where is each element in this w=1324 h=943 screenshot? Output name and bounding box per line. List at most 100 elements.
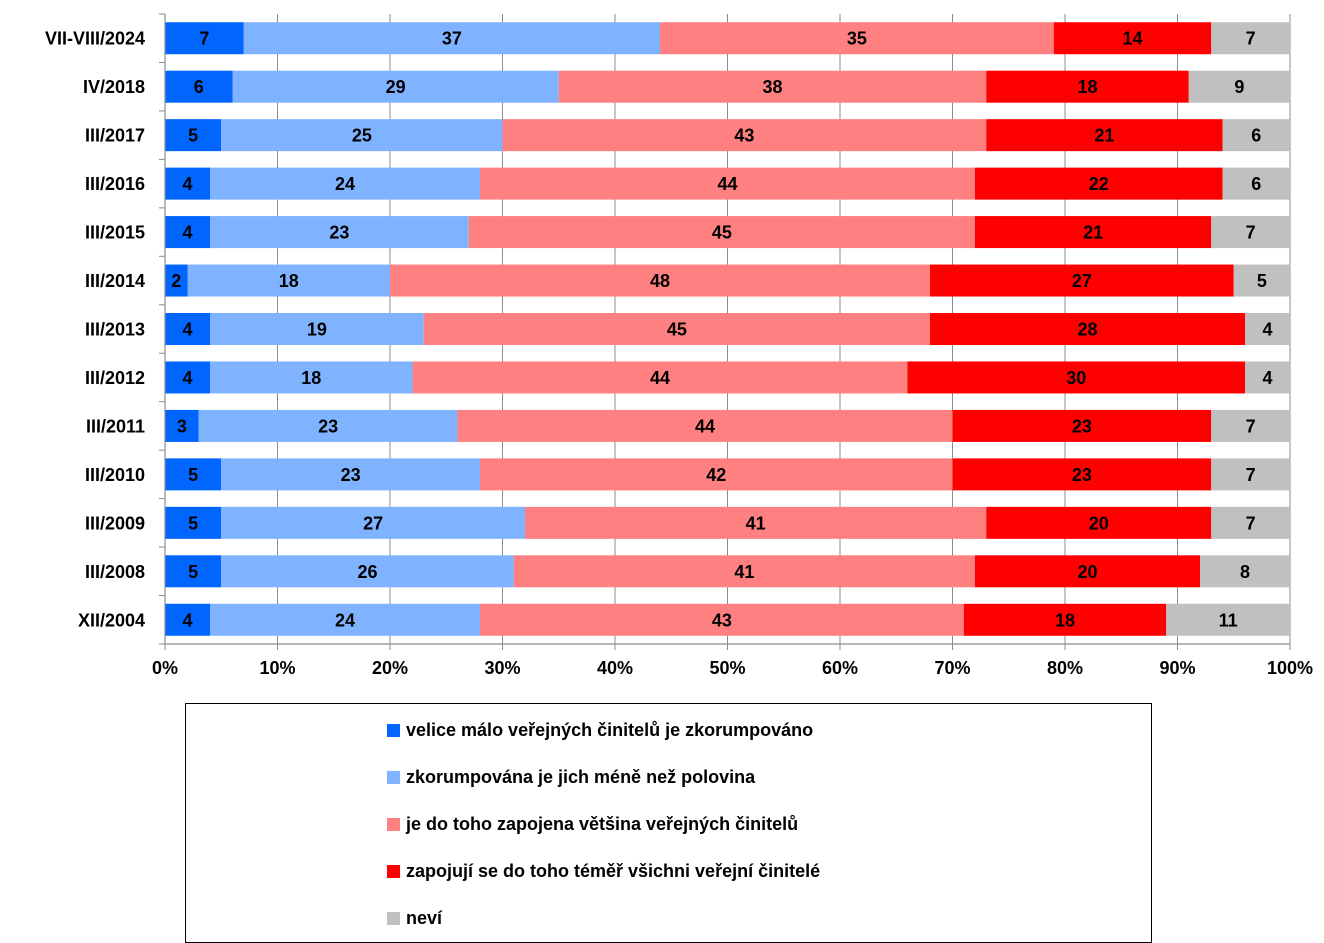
data-label: 29: [386, 77, 406, 97]
data-label: 6: [1251, 174, 1261, 194]
legend-label: zkorumpována je jich méně než polovina: [406, 766, 756, 787]
bar-segment: [1245, 361, 1290, 394]
category-label: III/2011: [86, 416, 145, 436]
bar-segment: [930, 264, 1234, 297]
data-label: 3: [177, 416, 187, 436]
data-label: 23: [341, 465, 361, 485]
bar-segment: [165, 167, 210, 200]
bar-segment: [221, 458, 480, 491]
data-label: 26: [357, 562, 377, 582]
legend-item: velice málo veřejných činitelů je zkorum…: [387, 718, 813, 742]
data-label: 44: [650, 368, 670, 388]
bar-segment: [986, 119, 1223, 152]
x-tick-label: 70%: [934, 658, 970, 678]
category-label: III/2008: [85, 562, 145, 582]
bar-segment: [221, 119, 503, 152]
bar-segment: [525, 506, 987, 539]
data-label: 4: [182, 610, 192, 630]
data-label: 7: [1246, 513, 1256, 533]
bar-segment: [558, 70, 987, 103]
bar-segment: [513, 555, 975, 588]
data-label: 43: [712, 610, 732, 630]
bar-segment: [165, 119, 222, 152]
data-label: 4: [182, 368, 192, 388]
data-label: 21: [1094, 126, 1114, 146]
data-label: 44: [695, 416, 715, 436]
legend-item: neví: [387, 906, 442, 930]
legend-swatch: [387, 864, 400, 878]
bar-segment: [165, 70, 233, 103]
legend-swatch: [387, 911, 400, 925]
data-label: 35: [847, 29, 867, 49]
data-label: 18: [301, 368, 321, 388]
data-label: 11: [1219, 610, 1238, 630]
bar-segment: [165, 22, 244, 55]
legend-label: zapojují se do toho téměř všichni veřejn…: [406, 860, 821, 881]
data-label: 24: [335, 610, 355, 630]
bar-segment: [165, 264, 188, 297]
bar-segment: [221, 555, 514, 588]
data-label: 23: [1072, 465, 1092, 485]
data-label: 38: [762, 77, 782, 97]
data-label: 18: [1055, 610, 1075, 630]
bar-segment: [243, 22, 660, 55]
bar-segment: [907, 361, 1245, 394]
bar-segment: [165, 409, 199, 442]
data-label: 45: [667, 320, 687, 340]
data-label: 4: [1262, 320, 1272, 340]
bar-segment: [165, 361, 210, 394]
data-label: 23: [318, 416, 338, 436]
data-label: 22: [1089, 174, 1109, 194]
bar-segment: [1211, 458, 1290, 491]
bar-segment: [165, 555, 222, 588]
data-label: 30: [1066, 368, 1086, 388]
bar-segment: [480, 603, 964, 636]
x-tick-label: 20%: [372, 658, 408, 678]
labels: 0% 10% 20% 30% 40% 50% 60% 70% 80% 90% 100% VII-VII…: [45, 29, 1313, 678]
category-label: III/2014: [85, 271, 145, 291]
bar-segment: [165, 313, 210, 345]
x-tick-label: 50%: [709, 658, 745, 678]
bar-segment: [457, 409, 953, 442]
data-label: 42: [706, 465, 726, 485]
category-label: III/2017: [85, 126, 145, 146]
data-label: 21: [1083, 223, 1103, 243]
bar-segment: [1188, 70, 1290, 103]
category-label: III/2013: [85, 320, 145, 340]
data-label: 44: [717, 174, 737, 194]
data-label: 2: [171, 271, 181, 291]
data-label: 4: [182, 223, 192, 243]
bar-segment: [198, 409, 458, 442]
bar-segment: [423, 313, 930, 345]
bar-segment: [165, 603, 210, 636]
data-label: 5: [188, 126, 198, 146]
bar-segment: [930, 313, 1245, 345]
x-tick-label: 100%: [1267, 658, 1313, 678]
data-label: 28: [1077, 320, 1097, 340]
bar-segment: [1222, 167, 1290, 200]
bar-segment: [1211, 409, 1290, 442]
bar-segment: [975, 167, 1223, 200]
bar-segment: [1211, 506, 1290, 539]
data-label: 5: [188, 465, 198, 485]
category-label: III/2016: [85, 174, 145, 194]
x-tick-label: 90%: [1159, 658, 1195, 678]
bar-segment: [660, 22, 1054, 55]
axes: [159, 13, 1291, 650]
data-label: 24: [335, 174, 355, 194]
data-label: 20: [1089, 513, 1109, 533]
bar-segment: [986, 506, 1212, 539]
data-label: 7: [1246, 465, 1256, 485]
data-label: 5: [1257, 271, 1267, 291]
bar-segment: [412, 361, 908, 394]
data-label: 27: [1072, 271, 1092, 291]
legend-label: je do toho zapojena většina veřejných či…: [406, 813, 799, 834]
data-label: 14: [1122, 29, 1142, 49]
data-label: 8: [1240, 562, 1250, 582]
data-label: 18: [1077, 77, 1097, 97]
data-label: 7: [1246, 223, 1256, 243]
legend-label: velice málo veřejných činitelů je zkorum…: [406, 719, 814, 740]
bar-segment: [210, 361, 413, 394]
data-label: 25: [352, 126, 372, 146]
bar-segment: [952, 458, 1212, 491]
